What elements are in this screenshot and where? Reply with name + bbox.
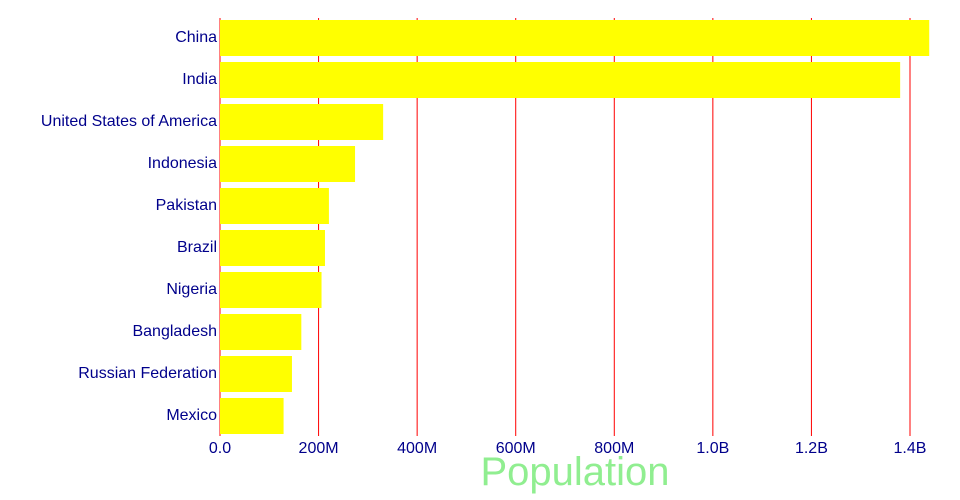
x-tick-label: 1.2B (795, 440, 828, 457)
bar (220, 146, 356, 182)
x-tick-label: 1.4B (894, 440, 927, 457)
x-tick-label: 1.0B (696, 440, 729, 457)
bar (220, 314, 302, 350)
bar (220, 398, 284, 434)
bars (220, 20, 930, 434)
category-label: Pakistan (156, 197, 217, 214)
category-label: Indonesia (148, 155, 217, 172)
x-tick-label: 600M (496, 440, 536, 457)
category-label: Brazil (177, 239, 217, 256)
x-axis-title: Population (480, 450, 669, 494)
category-label: United States of America (41, 113, 217, 130)
bar (220, 104, 384, 140)
bar (220, 20, 930, 56)
x-tick-label: 200M (299, 440, 339, 457)
x-tick-label: 800M (594, 440, 634, 457)
category-labels: China India United States of America Indone… (41, 29, 217, 424)
category-label: China (175, 29, 217, 46)
x-tick-label: 0.0 (209, 440, 231, 457)
x-tick-labels: 0.0 200M 400M 600M 800M 1.0B 1.2B 1.4B (209, 440, 927, 457)
bar (220, 356, 292, 392)
category-label: India (182, 71, 217, 88)
category-label: Russian Federation (78, 365, 217, 382)
category-label: Bangladesh (132, 323, 217, 340)
bar (220, 272, 322, 308)
x-tick-label: 400M (397, 440, 437, 457)
bar (220, 188, 329, 224)
bar (220, 230, 325, 266)
category-label: Mexico (166, 407, 217, 424)
category-label: Nigeria (166, 281, 217, 298)
bar (220, 62, 901, 98)
